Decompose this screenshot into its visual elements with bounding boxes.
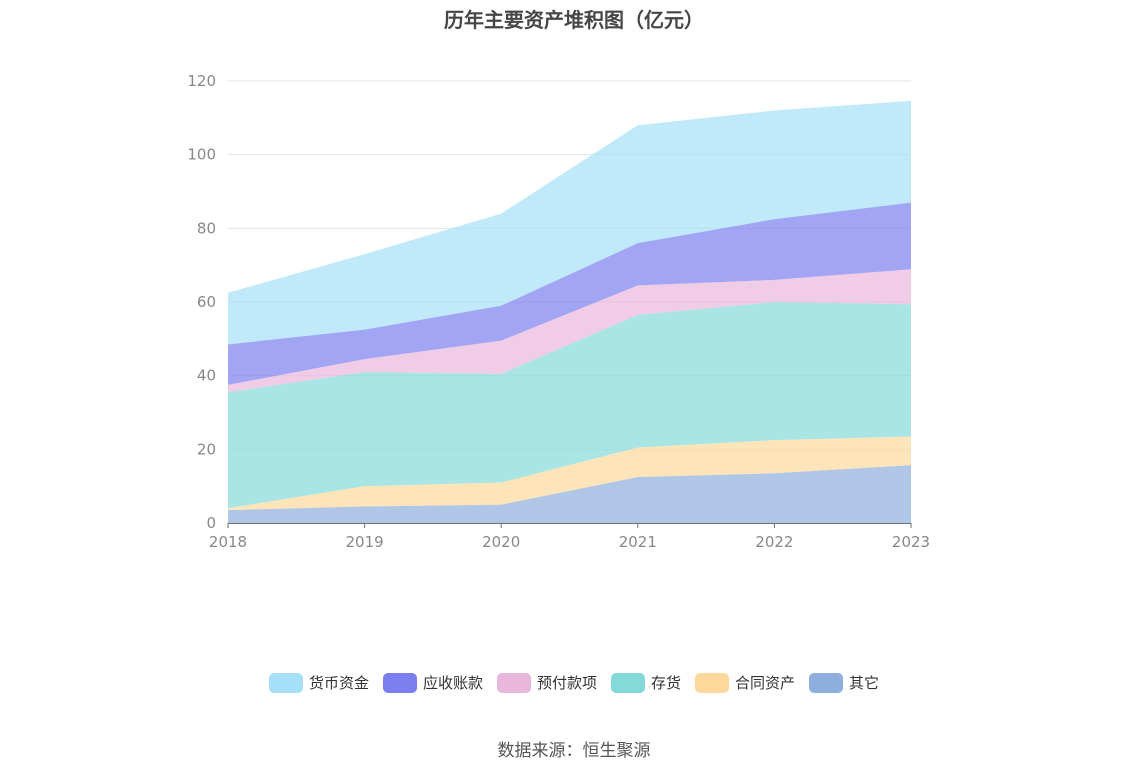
x-tick-label: 2018 (209, 533, 247, 551)
axes: 0 20 40 60 80 100 120 2018 2019 2020 2021 2022 2023 (187, 72, 930, 551)
legend-item[interactable]: 预付款项 (496, 672, 597, 693)
chart-title: 历年主要资产堆积图（亿元） (444, 8, 704, 32)
legend-label: 存货 (651, 674, 682, 692)
data-source: 数据来源：恒生聚源 (497, 741, 651, 761)
legend-swatch (268, 672, 303, 693)
x-tick-label: 2020 (482, 533, 520, 551)
legend-item[interactable]: 其它 (809, 672, 879, 693)
legend-item[interactable]: 合同资产 (695, 672, 795, 693)
y-tick-label: 20 (197, 440, 216, 458)
y-tick-label: 40 (197, 367, 216, 385)
y-tick-label: 100 (187, 146, 216, 164)
area-货币资金[interactable] (228, 100, 911, 345)
legend-swatch (382, 672, 417, 693)
y-tick-label: 120 (187, 72, 216, 90)
y-tick-label: 80 (197, 219, 216, 237)
x-tick-label: 2021 (619, 533, 657, 551)
area-合同资产[interactable] (228, 436, 911, 511)
legend-label: 应收账款 (422, 674, 483, 692)
legend-label: 预付款项 (536, 674, 597, 692)
legend-swatch (695, 672, 730, 693)
legend-label: 货币资金 (308, 674, 369, 692)
stacked-area-chart: 0 20 40 60 80 100 120 2018 2019 2020 2021 2022 2023 (187, 72, 930, 551)
legend-label: 合同资产 (735, 674, 796, 692)
x-tick-label: 2022 (755, 533, 793, 551)
legend-swatch (496, 672, 531, 693)
legend-item[interactable]: 应收账款 (382, 672, 483, 693)
x-tick-label: 2023 (892, 533, 930, 551)
legend-swatch (611, 672, 645, 693)
area-预付款项[interactable] (228, 269, 911, 393)
y-tick-label: 60 (197, 293, 216, 311)
legend-swatch (809, 672, 844, 693)
y-tick-label: 0 (206, 514, 216, 532)
x-tick-label: 2019 (346, 533, 384, 551)
area-其它[interactable] (228, 465, 911, 523)
area-应收账款[interactable] (228, 202, 911, 385)
legend-item[interactable]: 存货 (611, 672, 681, 693)
area-series (228, 100, 911, 523)
legend: 货币资金 应收账款 预付款项 存货 合同资产 其它 (0, 672, 1148, 693)
legend-label: 其它 (849, 674, 880, 692)
legend-item[interactable]: 货币资金 (268, 672, 369, 693)
area-存货[interactable] (228, 302, 911, 509)
